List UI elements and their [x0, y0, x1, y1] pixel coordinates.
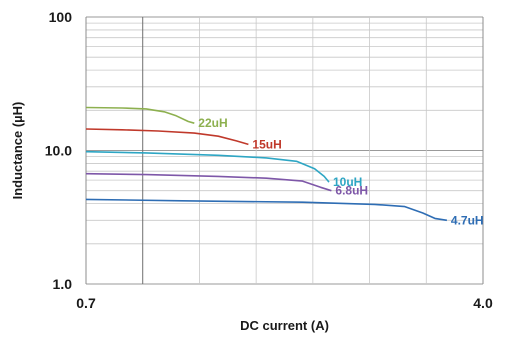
series-line	[85, 128, 249, 146]
series-line	[85, 172, 332, 192]
series-line	[85, 198, 448, 222]
x-tick-label: 4.0	[473, 295, 493, 311]
series-line	[85, 150, 330, 183]
series-lines	[85, 106, 448, 222]
x-tick-label: 0.7	[76, 295, 96, 311]
y-axis-title: Inductance (µH)	[10, 102, 25, 200]
series-label: 22uH	[198, 116, 227, 130]
y-tick-label: 100	[49, 9, 73, 25]
series-label: 6.8uH	[335, 184, 368, 198]
tick-labels: 1.0 10.0 100 0.7 4.0	[45, 9, 493, 311]
x-axis-title: DC current (A)	[240, 318, 329, 333]
y-tick-label: 10.0	[45, 143, 72, 159]
series-label: 10uH	[333, 175, 362, 189]
y-tick-label: 1.0	[53, 276, 73, 292]
series-label: 15uH	[252, 137, 281, 151]
series-label: 4.7uH	[451, 213, 484, 227]
grid	[85, 16, 484, 285]
series-line	[85, 106, 195, 124]
